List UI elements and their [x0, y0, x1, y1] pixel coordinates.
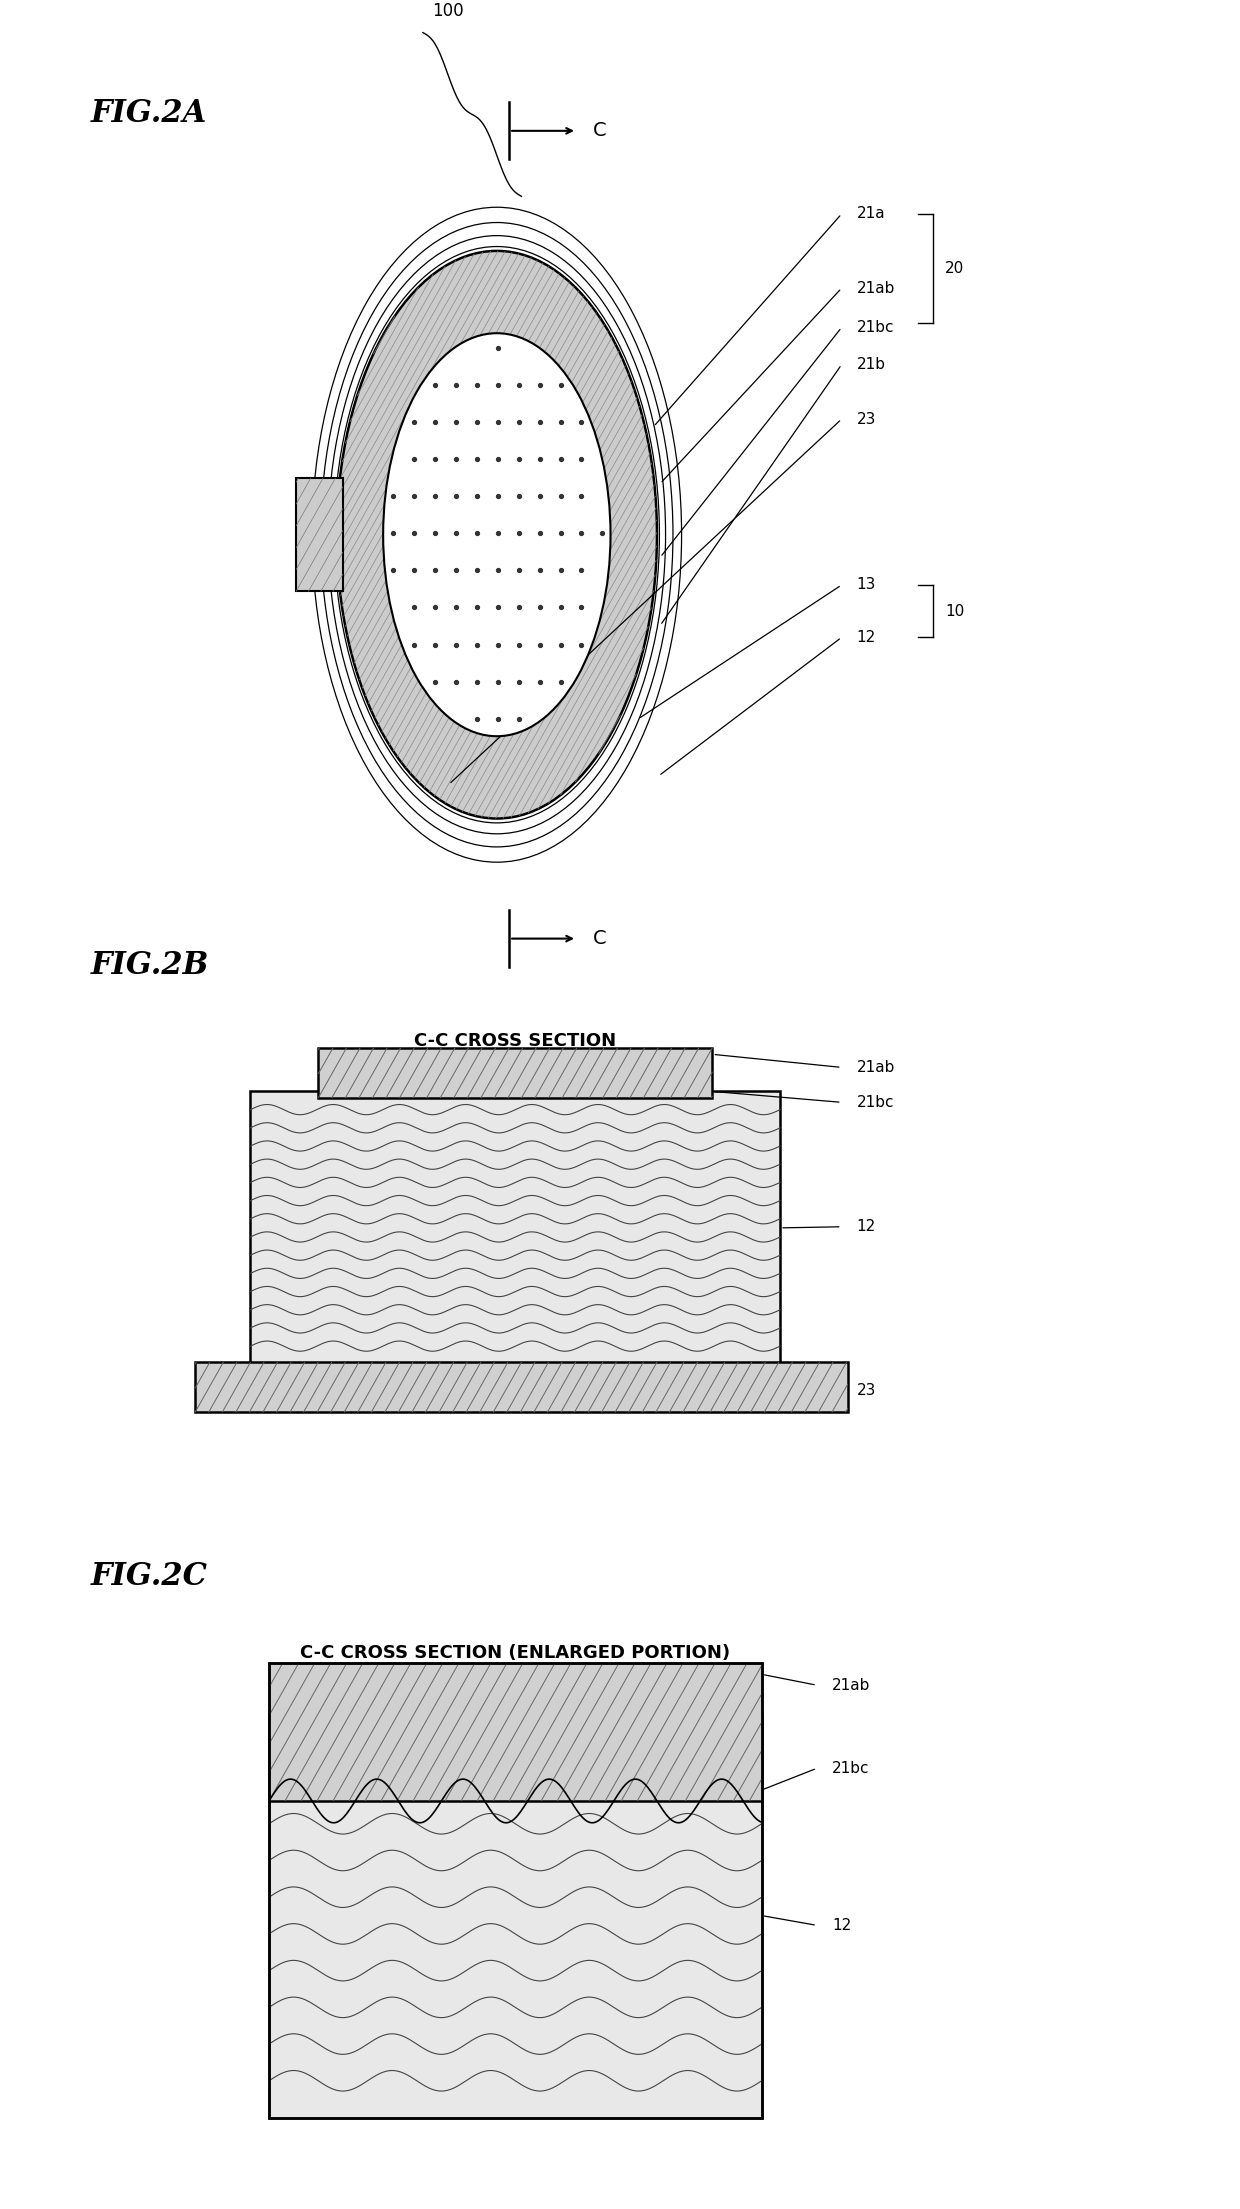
Text: 23: 23	[857, 411, 875, 426]
Text: 13: 13	[857, 577, 875, 592]
Bar	[269, 1663, 761, 1800]
Bar	[250, 1091, 780, 1365]
Text: 21bc: 21bc	[857, 320, 894, 336]
Text: 10: 10	[945, 603, 965, 619]
Bar	[269, 1714, 761, 2118]
Text: 21bc: 21bc	[857, 1096, 894, 1109]
Bar	[319, 1047, 712, 1098]
Text: 21ab: 21ab	[857, 281, 895, 296]
Text: 12: 12	[857, 1219, 875, 1235]
Text: 21ab: 21ab	[832, 1679, 870, 1692]
Text: C-C CROSS SECTION (ENLARGED PORTION): C-C CROSS SECTION (ENLARGED PORTION)	[300, 1643, 730, 1661]
Text: 21a: 21a	[857, 205, 885, 221]
Text: FIG.2B: FIG.2B	[91, 950, 208, 981]
Text: 20: 20	[945, 261, 965, 276]
Text: C: C	[593, 121, 606, 141]
Text: C: C	[593, 930, 606, 948]
Text: 21ab: 21ab	[857, 1060, 895, 1076]
Text: C-C CROSS SECTION: C-C CROSS SECTION	[414, 1032, 616, 1051]
Text: 100: 100	[432, 2, 464, 20]
Text: 21bc: 21bc	[832, 1761, 869, 1776]
Text: 23: 23	[857, 1383, 875, 1398]
Text: 12: 12	[857, 630, 875, 645]
Text: 21b: 21b	[857, 358, 885, 371]
Bar	[269, 1725, 761, 1796]
Circle shape	[383, 334, 610, 736]
Text: 12: 12	[832, 1917, 851, 1933]
Circle shape	[337, 252, 657, 820]
Bar	[296, 477, 343, 592]
Text: FIG.2A: FIG.2A	[91, 97, 207, 128]
Text: FIG.2C: FIG.2C	[91, 1562, 207, 1593]
Bar	[269, 1663, 761, 2118]
Bar	[195, 1363, 848, 1412]
